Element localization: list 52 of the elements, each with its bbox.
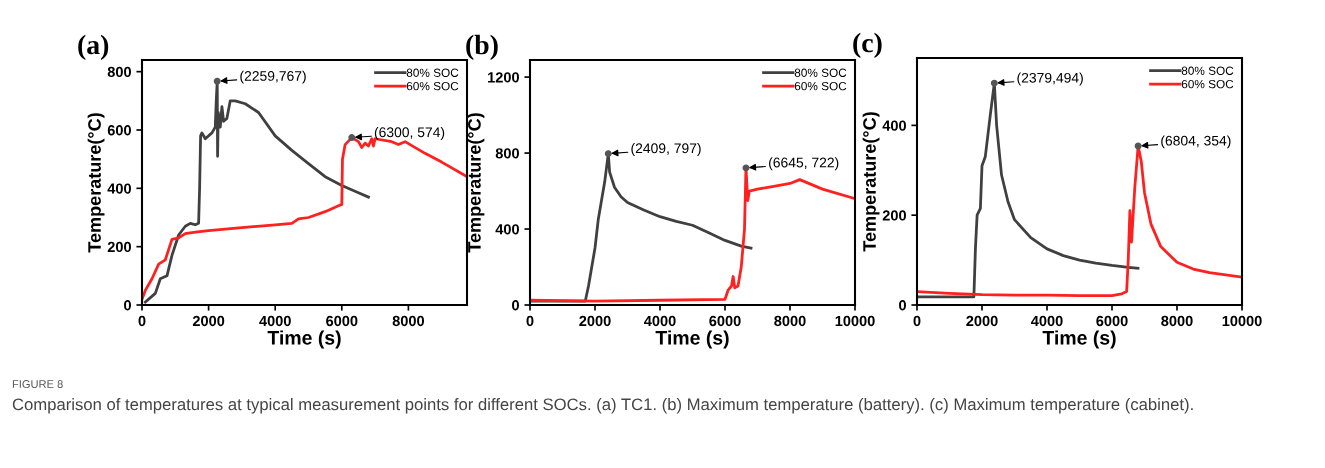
chart-title: (a) [78,34,109,60]
y-axis-title: Temperature(°C) [467,113,485,253]
x-tick-label: 10000 [835,315,875,327]
x-tick-label: 6000 [326,315,358,327]
y-tick-label: 400 [495,224,519,235]
x-tick-label: 0 [138,315,146,327]
legend-label: 80% SOC [406,68,459,77]
x-tick-label: 0 [526,315,534,327]
y-tick-label: 400 [882,120,906,131]
x-tick-label: 4000 [1031,315,1063,327]
annotation: (2259,767) [240,70,306,84]
x-axis-title: Time (s) [1042,330,1116,349]
legend-label: 60% SOC [1181,79,1234,89]
caption: FIGURE 8 [12,380,63,388]
y-tick-label: 400 [107,183,131,194]
y-axis-title: Temperature(°C) [87,113,105,253]
x-tick-label: 6000 [1096,315,1128,327]
text: Comparison of temperatures at typical measurement points for different SOCs. (a) TC1. (b) Maximum temperature (battery). (c) Maximum temperature (cabinet). [12,398,1193,414]
annotation: (2409, 797) [631,142,701,156]
y-tick-label: 0 [124,300,131,311]
legend-label: 60% SOC [406,81,459,91]
annotation: (2379,494) [1017,72,1083,86]
y-tick-label: 0 [899,300,906,311]
x-tick-label: 8000 [774,315,806,327]
legend-label: 80% SOC [1181,66,1234,75]
x-tick-label: 2000 [579,315,611,327]
y-tick-label: 200 [882,210,906,221]
y-tick-label: 1200 [488,72,519,83]
x-tick-label: 0 [913,315,921,327]
y-tick-label: 800 [495,148,519,159]
x-tick-label: 2000 [192,315,225,327]
y-tick-label: 0 [512,300,519,311]
chart-title: (c) [853,32,882,58]
x-tick-label: 8000 [392,315,425,327]
x-tick-label: 2000 [966,315,998,327]
x-axis-title: Time (s) [655,330,729,349]
x-tick-label: 4000 [644,315,676,327]
annotation: (6804, 354) [1161,135,1231,149]
annotation: (6300, 574) [374,126,445,140]
legend-label: 80% SOC [794,68,847,77]
x-tick-label: 4000 [259,315,291,327]
x-tick-label: 8000 [1161,315,1193,327]
y-tick-label: 600 [107,125,131,136]
annotation: (6645, 722) [769,157,839,171]
x-axis-title: Time (s) [267,330,341,349]
x-tick-label: 6000 [709,315,741,327]
legend-label: 60% SOC [794,81,847,91]
x-tick-label: 10000 [1222,315,1262,327]
y-axis-title: Temperature(°C) [862,112,880,252]
y-tick-label: 200 [107,241,131,253]
y-tick-label: 800 [107,66,131,78]
chart-title: (b) [466,34,498,60]
